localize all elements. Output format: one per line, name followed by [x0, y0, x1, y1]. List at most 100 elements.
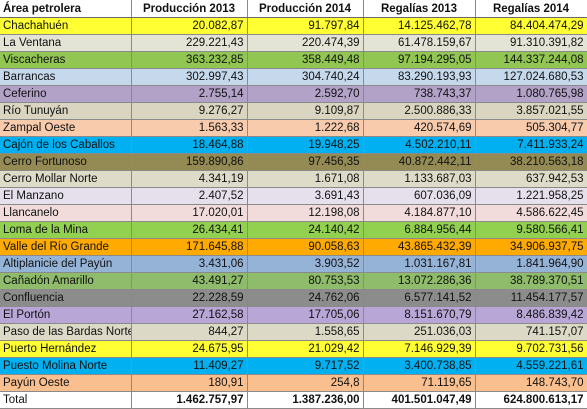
cell-production-2013: 24.675,95 [131, 340, 248, 358]
cell-royalties-2013: 43.865.432,39 [363, 238, 476, 256]
cell-royalties-2014: 34.906.937,75 [475, 238, 587, 256]
cell-production-2013: 1.563,33 [131, 119, 248, 137]
cell-royalties-2013: 14.125.462,78 [363, 17, 476, 35]
table-row: El Manzano 2.407,52 3.691,43 607.036,09 1.22… [0, 187, 587, 205]
cell-area: Ceferino [0, 85, 132, 103]
header-production-2014: Producción 2014 [247, 0, 364, 18]
cell-royalties-2013: 8.151.670,79 [363, 306, 476, 324]
cell-royalties-2014: 1.221.958,25 [475, 187, 587, 205]
cell-production-2013: 2.755,14 [131, 85, 248, 103]
cell-royalties-2013: 4.184.877,10 [363, 204, 476, 222]
cell-royalties-2014: 127.024.680,53 [475, 68, 587, 86]
total-royalties-2013: 401.501.047,49 [363, 391, 476, 409]
cell-production-2014: 90.058,63 [247, 238, 364, 256]
cell-production-2013: 844,27 [131, 323, 248, 341]
table-row: Cerro Mollar Norte 4.341,19 1.671,08 1.133.… [0, 170, 587, 188]
table-row: Chachahuén 20.082,87 91.797,84 14.125.462,7… [0, 17, 587, 35]
cell-royalties-2014: 3.857.021,55 [475, 102, 587, 120]
cell-production-2014: 24.140,42 [247, 221, 364, 239]
cell-royalties-2013: 40.872.442,11 [363, 153, 476, 171]
cell-royalties-2013: 4.502.210,11 [363, 136, 476, 154]
cell-royalties-2014: 148.743,70 [475, 374, 587, 392]
cell-production-2013: 43.491,27 [131, 272, 248, 290]
cell-production-2013: 9.276,27 [131, 102, 248, 120]
cell-royalties-2014: 84.404.474,29 [475, 17, 587, 35]
cell-royalties-2014: 637.942,53 [475, 170, 587, 188]
total-row: Total 1.462.757,97 1.387.236,00 401.501.… [0, 391, 587, 409]
cell-area: El Portón [0, 306, 132, 324]
cell-production-2013: 229.221,43 [131, 34, 248, 52]
cell-area: Puerto Hernández [0, 340, 132, 358]
cell-production-2014: 9.717,52 [247, 357, 364, 375]
cell-production-2013: 2.407,52 [131, 187, 248, 205]
cell-royalties-2013: 61.478.159,67 [363, 34, 476, 52]
cell-production-2014: 21.029,42 [247, 340, 364, 358]
total-production-2013: 1.462.757,97 [131, 391, 248, 409]
cell-production-2014: 24.762,06 [247, 289, 364, 307]
cell-royalties-2013: 13.072.286,36 [363, 272, 476, 290]
cell-production-2013: 17.020,01 [131, 204, 248, 222]
cell-area: Zampal Oeste [0, 119, 132, 137]
cell-royalties-2013: 3.400.738,85 [363, 357, 476, 375]
header-area: Área petrolera [0, 0, 132, 18]
cell-production-2014: 1.558,65 [247, 323, 364, 341]
table-row: Barrancas 302.997,43 304.740,24 83.290.193,… [0, 68, 587, 86]
cell-royalties-2014: 7.411.933,24 [475, 136, 587, 154]
cell-royalties-2013: 7.146.929,39 [363, 340, 476, 358]
cell-area: La Ventana [0, 34, 132, 52]
cell-production-2013: 4.341,19 [131, 170, 248, 188]
cell-production-2014: 1.222,68 [247, 119, 364, 137]
cell-production-2014: 17.705,06 [247, 306, 364, 324]
cell-royalties-2014: 9.580.566,41 [475, 221, 587, 239]
table-row: Cañadón Amarillo 43.491,27 80.753,53 13.072… [0, 272, 587, 290]
cell-royalties-2013: 6.577.141,52 [363, 289, 476, 307]
cell-production-2013: 20.082,87 [131, 17, 248, 35]
table-row: Paso de las Bardas Norte 844,27 1.558,65 25… [0, 323, 587, 341]
cell-royalties-2014: 91.310.391,82 [475, 34, 587, 52]
table-row: Cajón de los Caballos 18.464,88 19.948,25 4… [0, 136, 587, 154]
cell-area: Confluencia [0, 289, 132, 307]
cell-production-2014: 304.740,24 [247, 68, 364, 86]
cell-area: Paso de las Bardas Norte [0, 323, 132, 341]
cell-area: Puesto Molina Norte [0, 357, 132, 375]
table-row: Puerto Hernández 24.675,95 21.029,42 7.146.… [0, 340, 587, 358]
cell-production-2014: 3.903,52 [247, 255, 364, 273]
cell-production-2014: 97.456,35 [247, 153, 364, 171]
cell-royalties-2013: 738.743,37 [363, 85, 476, 103]
table-row: Ceferino 2.755,14 2.592,70 738.743,37 1.080.… [0, 85, 587, 103]
cell-area: Cañadón Amarillo [0, 272, 132, 290]
total-label: Total [0, 391, 132, 409]
cell-area: Loma de la Mina [0, 221, 132, 239]
cell-production-2014: 220.474,39 [247, 34, 364, 52]
cell-production-2014: 19.948,25 [247, 136, 364, 154]
cell-royalties-2013: 6.884.956,44 [363, 221, 476, 239]
table-row: Confluencia 22.228,59 24.762,06 6.577.141,5… [0, 289, 587, 307]
cell-royalties-2014: 11.454.177,57 [475, 289, 587, 307]
cell-royalties-2014: 9.702.731,56 [475, 340, 587, 358]
cell-royalties-2014: 1.841.964,90 [475, 255, 587, 273]
cell-royalties-2014: 4.559.221,61 [475, 357, 587, 375]
cell-royalties-2013: 251.036,03 [363, 323, 476, 341]
cell-royalties-2014: 505.304,77 [475, 119, 587, 137]
cell-production-2013: 180,91 [131, 374, 248, 392]
table-row: Loma de la Mina 26.434,41 24.140,42 6.884.9… [0, 221, 587, 239]
cell-production-2013: 363.232,85 [131, 51, 248, 69]
table-row: Llancanelo 17.020,01 12.198,08 4.184.877,10… [0, 204, 587, 222]
header-royalties-2013: Regalías 2013 [363, 0, 476, 18]
cell-area: Valle del Río Grande [0, 238, 132, 256]
cell-area: Viscacheras [0, 51, 132, 69]
table-row: La Ventana 229.221,43 220.474,39 61.478.159… [0, 34, 587, 52]
header-production-2013: Producción 2013 [131, 0, 248, 18]
cell-area: Barrancas [0, 68, 132, 86]
cell-production-2013: 27.162,58 [131, 306, 248, 324]
cell-production-2013: 3.431,06 [131, 255, 248, 273]
cell-production-2014: 1.671,08 [247, 170, 364, 188]
cell-royalties-2014: 38.789.370,51 [475, 272, 587, 290]
cell-royalties-2014: 4.586.622,45 [475, 204, 587, 222]
cell-area: Cajón de los Caballos [0, 136, 132, 154]
cell-area: Llancanelo [0, 204, 132, 222]
cell-area: Cerro Fortunoso [0, 153, 132, 171]
cell-royalties-2013: 420.574,69 [363, 119, 476, 137]
cell-production-2013: 11.409,27 [131, 357, 248, 375]
